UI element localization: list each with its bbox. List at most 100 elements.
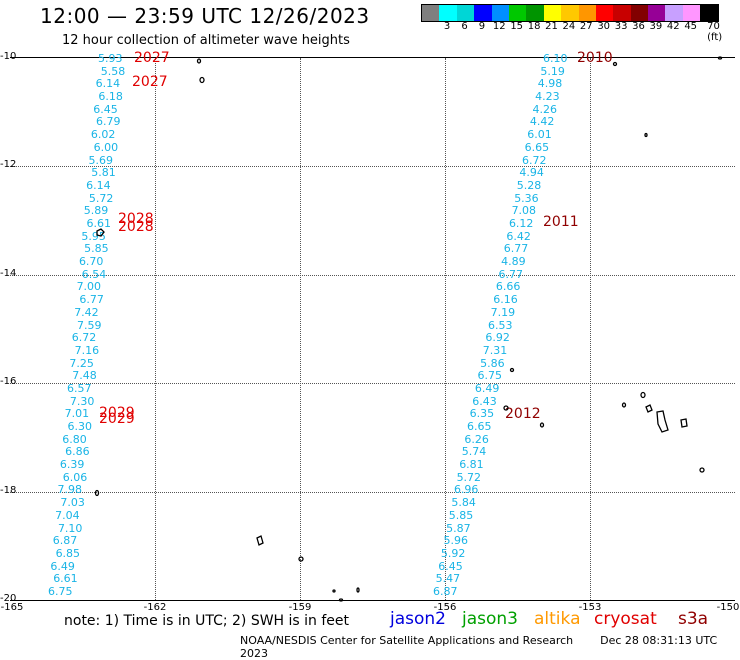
swh-value-left: 7.04	[55, 508, 80, 522]
swh-value-right: 6.77	[503, 242, 529, 256]
grid-line-vertical	[445, 58, 446, 600]
colorbar-segment	[491, 5, 509, 21]
grid-line-horizontal	[10, 491, 735, 493]
swh-value-left: 6.70	[78, 255, 104, 269]
swh-value-right: 5.72	[456, 470, 482, 484]
lon-tick-label: -156	[433, 602, 457, 613]
colorbar-label: 45	[684, 21, 698, 32]
swh-value-right: 6.45	[438, 559, 463, 573]
swh-value-right: 4.94	[519, 166, 544, 180]
swh-value-left: 6.00	[93, 140, 119, 154]
swh-value-left: 7.16	[74, 343, 100, 357]
lat-tick-label: -16	[0, 376, 17, 388]
swh-value-right: 4.98	[537, 77, 563, 91]
swh-value-left: 5.95	[81, 229, 106, 243]
swh-value-left: 6.02	[90, 128, 116, 142]
swh-value-right: 7.08	[511, 204, 537, 218]
pass-number-left: 2027	[134, 50, 170, 66]
colorbar-label: 36	[632, 21, 645, 32]
swh-value-left: 6.75	[48, 585, 73, 598]
swh-value-left: 7.25	[69, 356, 94, 370]
swh-value-left: 6.18	[98, 90, 123, 104]
swh-value-right: 6.42	[506, 229, 531, 243]
colorbar-label: 30	[597, 21, 611, 32]
grid-line-horizontal	[10, 383, 735, 385]
swh-value-left: 6.79	[96, 115, 121, 129]
swh-value-left: 7.01	[64, 407, 90, 421]
colorbar-segment	[578, 5, 596, 21]
swh-value-left: 6.61	[86, 216, 112, 230]
swh-value-left: 5.93	[98, 52, 123, 65]
swh-value-right: 4.23	[535, 90, 560, 104]
swh-value-right: 6.81	[459, 458, 484, 472]
swh-value-right: 6.26	[464, 432, 489, 446]
swh-value-left: 5.81	[91, 166, 116, 180]
credit-text: NOAA/NESDIS Center for Satellite Applica…	[240, 634, 574, 647]
swh-value-right: 6.10	[543, 52, 568, 65]
swh-value-right: 6.87	[433, 585, 458, 598]
colorbar-label: 70 (ft)	[707, 21, 723, 43]
swh-value-left: 5.58	[100, 64, 126, 78]
swh-value-right: 5.85	[448, 508, 474, 522]
colorbar-label: 18	[527, 21, 541, 32]
swh-value-right: 5.84	[451, 496, 476, 510]
lon-tick-label: -159	[288, 602, 312, 613]
swh-value-left: 7.59	[77, 318, 102, 332]
swh-value-left: 6.80	[62, 432, 87, 446]
swh-value-right: 6.66	[495, 280, 521, 294]
swh-value-right: 4.42	[529, 115, 555, 129]
footnote: note: 1) Time is in UTC; 2) SWH is in fe…	[64, 613, 350, 629]
swh-value-right: 6.01	[527, 128, 552, 142]
swh-value-left: 5.89	[83, 204, 109, 218]
pass-number-left: 2029	[99, 411, 135, 427]
legend-s3a: s3a	[678, 609, 709, 629]
colorbar-segment	[543, 5, 562, 21]
swh-value-left: 7.00	[76, 280, 102, 294]
swh-value-left: 7.30	[69, 394, 95, 408]
swh-value-left: 6.57	[67, 381, 92, 395]
swh-value-left: 6.86	[65, 445, 90, 459]
swh-value-left: 6.61	[53, 572, 78, 586]
colorbar-label: 6	[461, 21, 468, 32]
swh-value-left: 6.72	[71, 331, 97, 345]
colorbar-segment	[630, 5, 649, 21]
pass-number-left: 2029	[99, 405, 135, 421]
swh-value-right: 4.89	[501, 255, 526, 269]
swh-value-right: 5.28	[516, 178, 542, 192]
colorbar-segment	[700, 5, 718, 21]
grid-line-vertical	[155, 58, 156, 600]
colorbar-segment	[508, 5, 527, 21]
swh-value-right: 5.96	[443, 534, 468, 548]
swh-value-right: 4.26	[532, 102, 558, 116]
swh-value-right: 7.31	[482, 343, 508, 357]
lat-tick-label: -10	[0, 51, 17, 62]
swh-value-left: 7.48	[72, 369, 97, 383]
colorbar-segment	[595, 5, 614, 21]
swh-value-right: 6.53	[488, 318, 513, 332]
colorbar-segment	[474, 5, 492, 21]
swh-value-right: 6.49	[474, 381, 500, 395]
swh-value-right: 6.72	[522, 153, 547, 167]
pass-number-right: 2010	[577, 50, 613, 66]
colorbar-label: 24	[562, 21, 576, 32]
swh-value-left: 6.14	[86, 178, 111, 192]
wave-height-colorbar	[421, 4, 719, 22]
swh-value-left: 6.49	[50, 559, 75, 573]
lat-tick-label: -14	[0, 267, 17, 279]
grid-line-vertical	[300, 58, 301, 600]
pass-number-right: 2011	[543, 214, 579, 230]
swh-value-right: 5.47	[435, 572, 461, 586]
lat-tick-label: -18	[0, 484, 17, 496]
lat-tick-label: -12	[0, 159, 17, 171]
swh-value-left: 7.98	[57, 483, 83, 497]
swh-value-right: 6.75	[477, 369, 503, 383]
colorbar-segment	[613, 5, 631, 21]
legend-altika: altika	[534, 609, 581, 629]
swh-value-left: 5.72	[88, 191, 114, 205]
swh-value-left: 6.77	[79, 293, 104, 307]
swh-value-right: 5.86	[480, 356, 505, 370]
lon-tick-label: -150	[716, 602, 740, 613]
swh-value-right: 5.92	[440, 546, 466, 560]
colorbar-segment	[422, 5, 440, 21]
swh-value-right: 5.74	[461, 445, 487, 459]
